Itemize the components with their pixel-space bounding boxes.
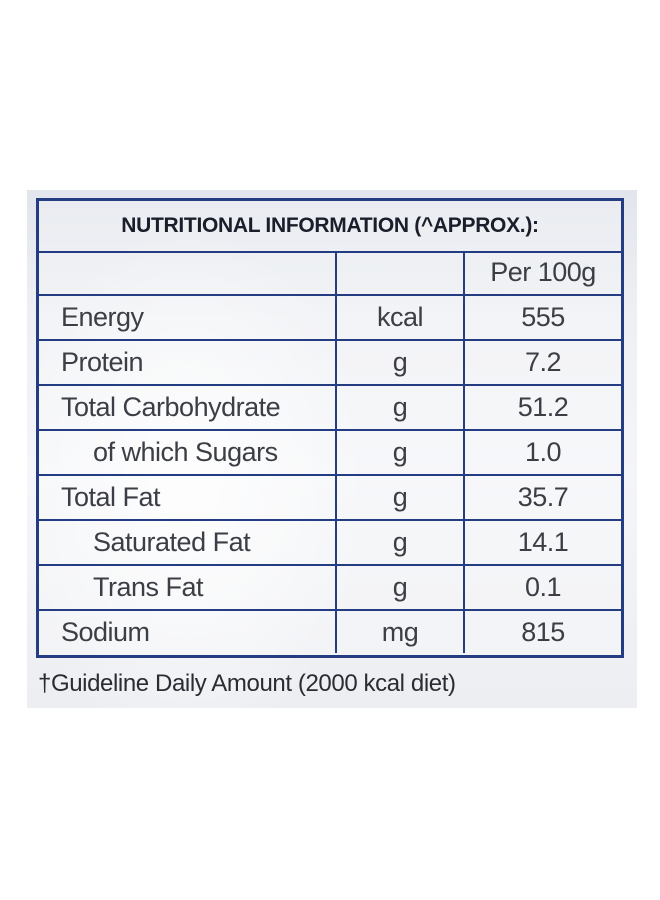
nutrient-value: 51.2 xyxy=(517,392,569,422)
nutrient-unit: g xyxy=(337,476,465,519)
table-row: Sodium mg 815 xyxy=(39,611,621,653)
nutrient-name: Saturated Fat xyxy=(39,521,337,564)
nutrient-name: Protein xyxy=(39,341,337,384)
nutrient-name: of which Sugars xyxy=(39,431,337,474)
nutrient-unit: g xyxy=(337,566,465,609)
table-row: Trans Fat g 0.1 xyxy=(39,566,621,611)
nutrient-unit: g xyxy=(337,386,465,429)
footnote: †Guideline Daily Amount (2000 kcal diet) xyxy=(38,670,456,697)
nutrient-value: 555 xyxy=(521,302,565,332)
table-row: Total Carbohydrate g 51.2 xyxy=(39,386,621,431)
nutrient-value: 14.1 xyxy=(517,527,569,557)
table-title: NUTRITIONAL INFORMATION (^APPROX.): xyxy=(39,201,621,253)
nutrient-value: 815 xyxy=(521,616,565,647)
header-value: Per 100g xyxy=(490,257,596,287)
header-row: Per 100g xyxy=(39,251,621,296)
nutrient-value: 7.2 xyxy=(524,347,562,377)
header-nutrient xyxy=(39,251,337,294)
nutrient-value: 35.7 xyxy=(517,482,569,512)
nutrient-name: Trans Fat xyxy=(39,566,337,609)
nutrient-unit: g xyxy=(337,341,465,384)
table-row: Saturated Fat g 14.1 xyxy=(39,521,621,566)
nutrition-table: NUTRITIONAL INFORMATION (^APPROX.): Per … xyxy=(36,198,624,658)
table-row: Total Fat g 35.7 xyxy=(39,476,621,521)
nutrient-unit: g xyxy=(337,521,465,564)
nutrient-name: Energy xyxy=(39,296,337,339)
nutrient-unit: kcal xyxy=(337,296,465,339)
label-background xyxy=(27,190,637,708)
nutrient-unit: g xyxy=(337,431,465,474)
nutrient-value: 1.0 xyxy=(524,437,562,467)
table-row: of which Sugars g 1.0 xyxy=(39,431,621,476)
nutrient-name: Sodium xyxy=(39,611,337,653)
nutrient-value: 0.1 xyxy=(524,572,562,602)
table-row: Energy kcal 555 xyxy=(39,296,621,341)
table-row: Protein g 7.2 xyxy=(39,341,621,386)
table-grid: Per 100g Energy kcal 555 Protein g 7.2 T… xyxy=(39,251,621,653)
nutrient-unit: mg xyxy=(337,611,465,653)
nutrient-name: Total Carbohydrate xyxy=(39,386,337,429)
nutrient-name: Total Fat xyxy=(39,476,337,519)
header-unit xyxy=(337,251,465,294)
